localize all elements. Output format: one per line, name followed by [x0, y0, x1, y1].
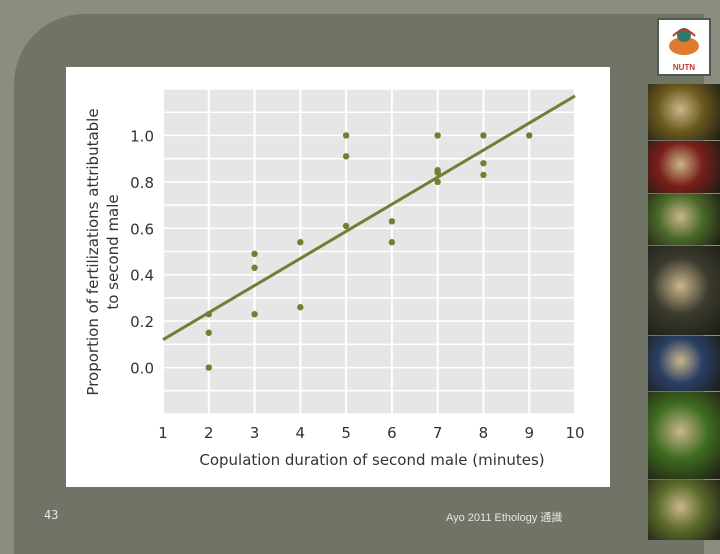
- y-axis-label: Proportion of fertilizations attributabl…: [84, 108, 102, 395]
- data-point: [342, 132, 350, 139]
- data-point: [526, 132, 533, 139]
- y-axis-label: to second male: [104, 194, 122, 309]
- photo-mushroom: [648, 84, 720, 140]
- x-tick-label: 1: [158, 424, 168, 442]
- data-point: [205, 364, 212, 371]
- data-point: [342, 153, 350, 160]
- scatter-chart: 0.0 0.2 0.4 0.6 0.8 1.0 1 2 3 4 5 6 7 8 9 10 Copulation …: [84, 88, 585, 469]
- x-tick-label: 7: [433, 424, 443, 442]
- photo-frog-red: [648, 141, 720, 193]
- data-point: [297, 239, 304, 246]
- y-tick-label: 0.8: [130, 174, 154, 192]
- y-tick-label: 1.0: [130, 127, 154, 145]
- data-point: [434, 132, 441, 139]
- y-tick-label: 0.6: [130, 220, 154, 238]
- bird-emblem-icon: [669, 28, 699, 55]
- data-point: [388, 239, 396, 246]
- data-point: [205, 310, 212, 318]
- chart-panel: 0.0 0.2 0.4 0.6 0.8 1.0 1 2 3 4 5 6 7 8 9 10 Copulation …: [66, 67, 610, 487]
- x-tick-label: 9: [524, 424, 534, 442]
- data-point: [480, 132, 487, 139]
- data-point: [251, 310, 258, 318]
- data-point: [480, 160, 487, 167]
- data-point: [342, 222, 350, 230]
- photo-frog-green: [648, 194, 720, 245]
- y-tick-label: 0.2: [130, 313, 154, 331]
- photo-monkey: [648, 246, 720, 335]
- data-point: [434, 178, 441, 186]
- logo-text: NUTN: [672, 63, 696, 72]
- photo-lizard: [648, 392, 720, 479]
- data-point: [480, 171, 487, 179]
- trend-line: [162, 94, 576, 342]
- data-point: [251, 264, 258, 271]
- x-tick-label: 10: [565, 424, 584, 442]
- x-axis-label: Copulation duration of second male (minu…: [199, 451, 544, 469]
- x-tick-label: 8: [479, 424, 489, 442]
- university-logo: NUTN: [657, 18, 711, 76]
- data-point: [434, 169, 441, 176]
- photo-insects: [648, 480, 720, 540]
- x-tick-label: 5: [341, 424, 351, 442]
- photo-octopus: [648, 336, 720, 391]
- data-point: [251, 250, 258, 258]
- data-point: [388, 218, 396, 225]
- x-tick-label: 2: [204, 424, 214, 442]
- data-point: [205, 329, 212, 336]
- y-tick-label: 0.0: [130, 360, 154, 378]
- y-tick-label: 0.4: [130, 267, 154, 285]
- footer-caption: Ayo 2011 Ethology 通識: [446, 512, 563, 524]
- data-point: [297, 304, 304, 311]
- x-tick-label: 6: [387, 424, 397, 442]
- x-tick-label: 4: [296, 424, 306, 442]
- page-number: 43: [44, 508, 59, 522]
- x-tick-label: 3: [250, 424, 260, 442]
